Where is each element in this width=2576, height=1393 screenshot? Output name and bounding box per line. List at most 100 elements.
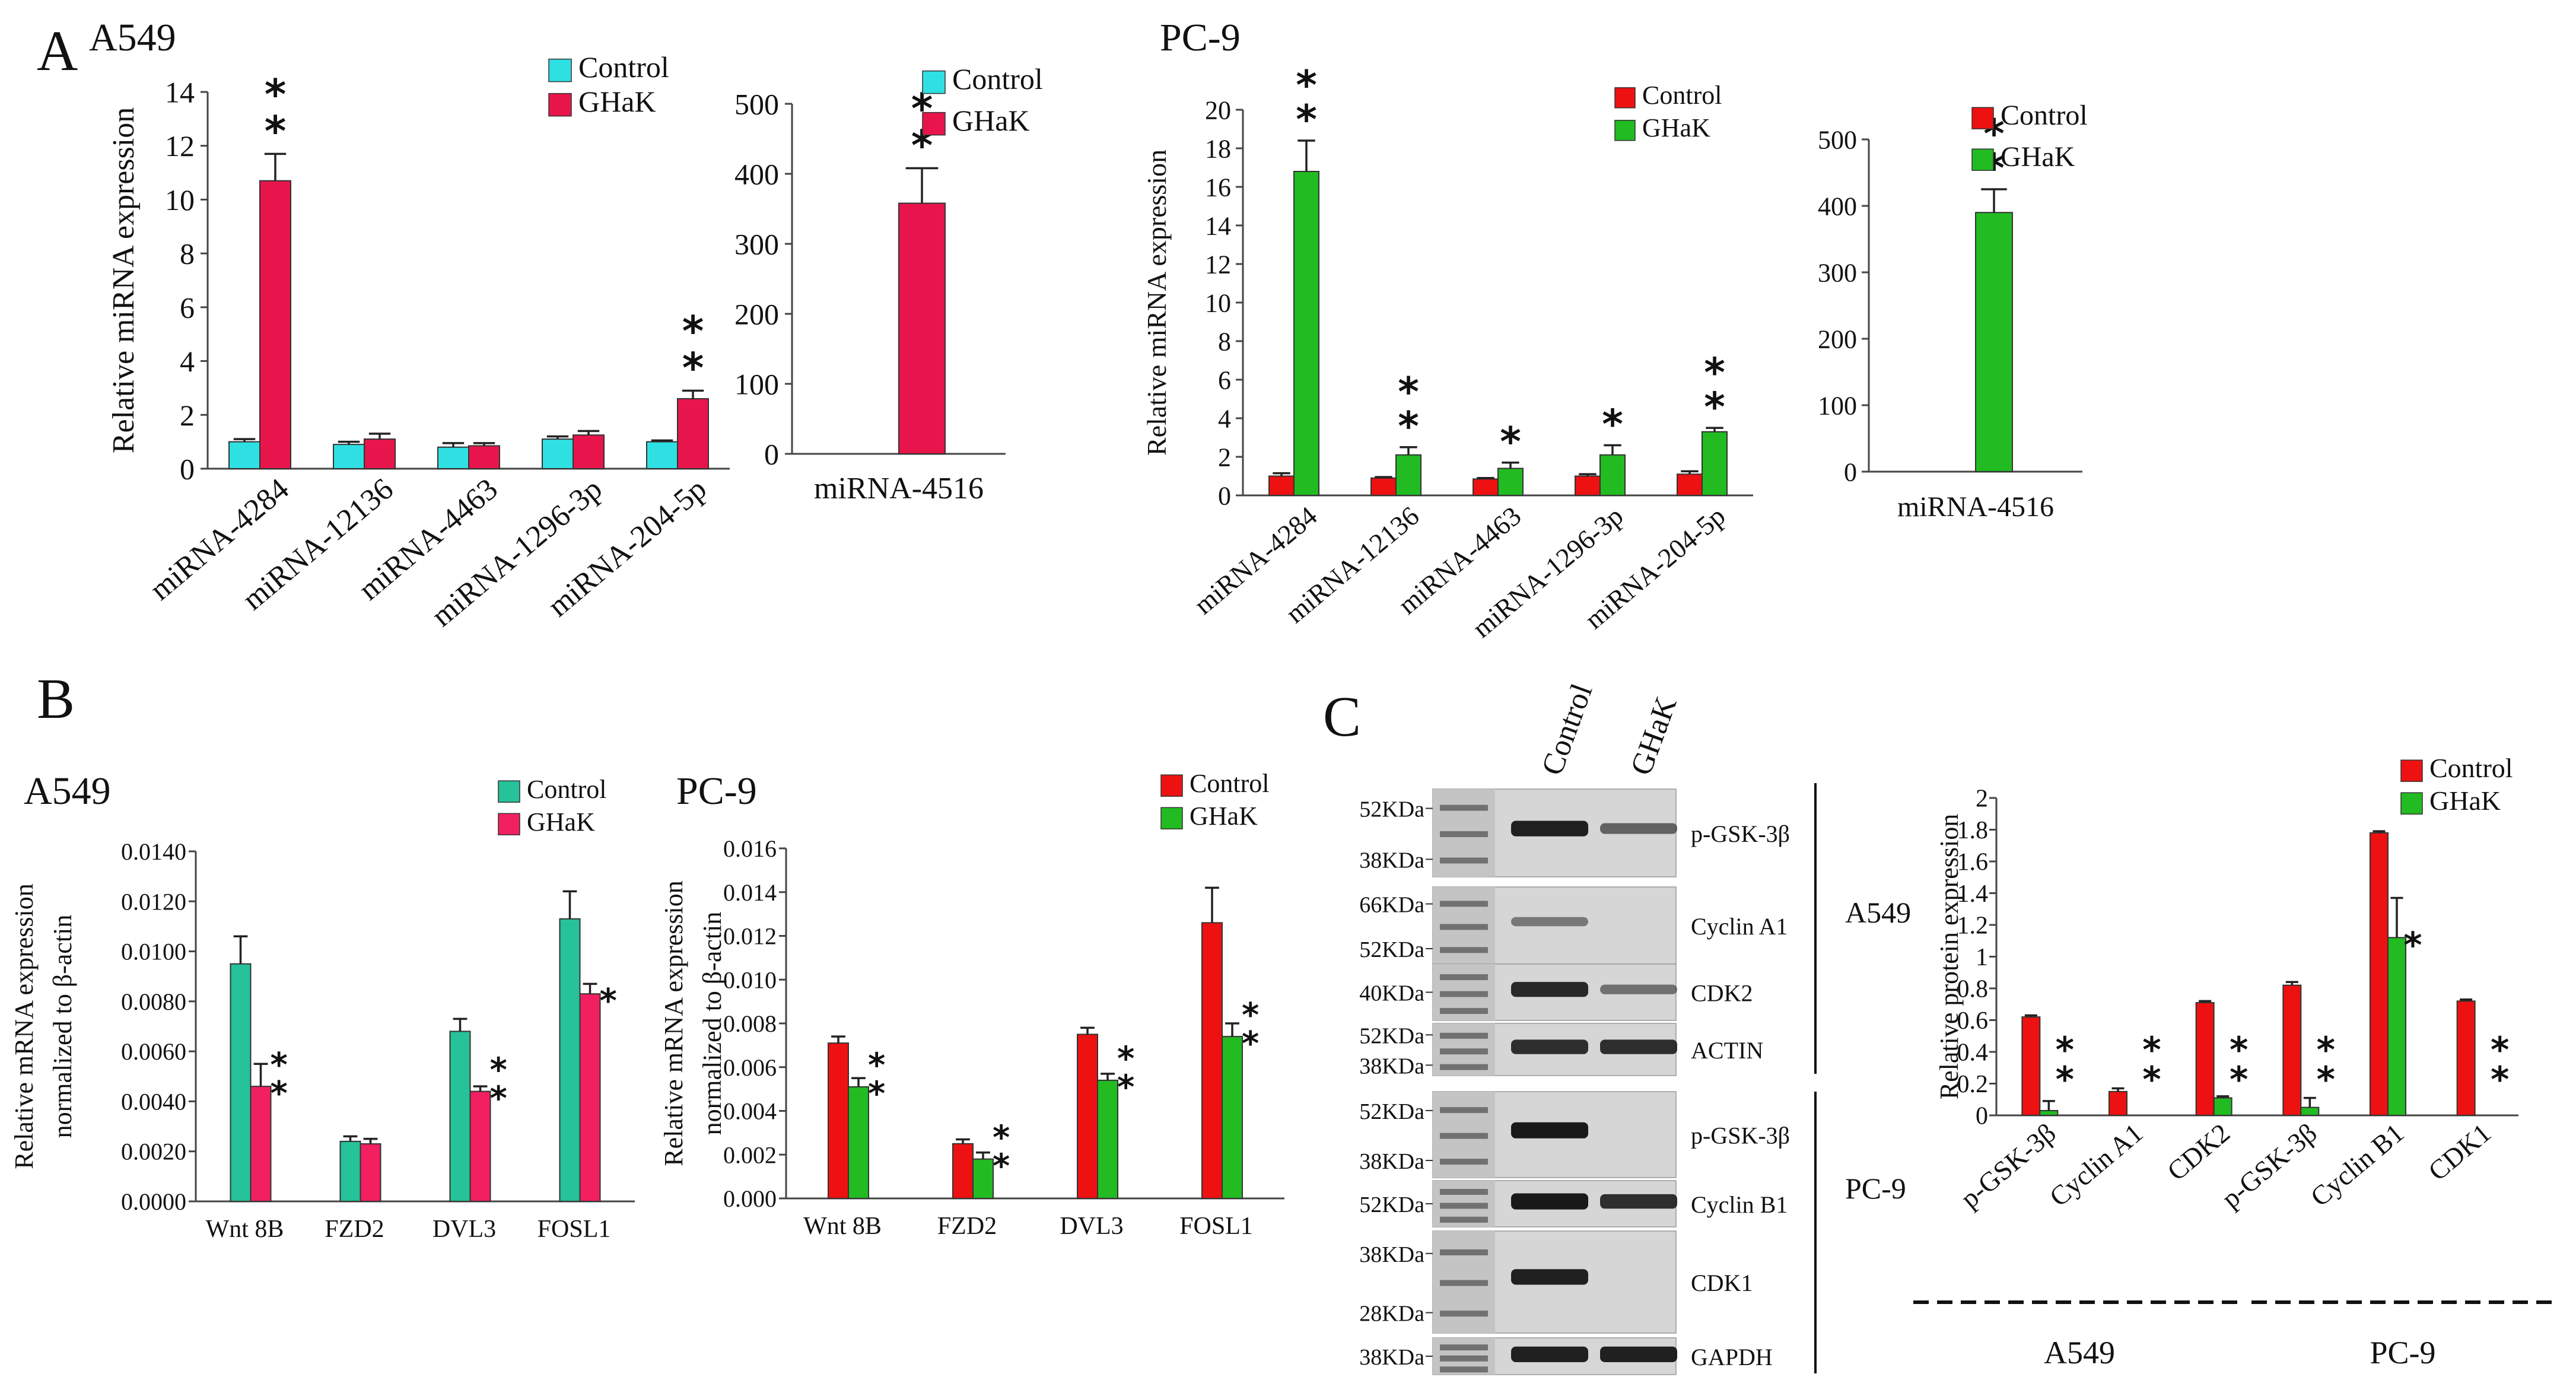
bar-ghak (2039, 1109, 2059, 1116)
y-tick-label: 0.012 (723, 923, 777, 950)
chart-b-pc9-mrna: 0.000 0.002 0.004 0.006 0.008 0.010 0.012 0.014… (659, 769, 1284, 1240)
legend-swatch-control (1614, 87, 1636, 109)
legend-swatch-control (2400, 759, 2423, 782)
protein-band (1600, 984, 1677, 994)
bar-ghak (364, 438, 396, 469)
bar-ghak (898, 202, 946, 454)
legend-swatch-ghak (1160, 807, 1183, 829)
x-category-label: FOSL1 (538, 1216, 611, 1243)
bar-control (828, 1042, 849, 1199)
significance-star: * (1398, 403, 1419, 450)
bar-ghak (848, 1086, 869, 1199)
y-tick-label: 0.0120 (121, 888, 186, 915)
x-category-label: Cyclin B1 (2305, 1118, 2410, 1213)
y-tick-label: 0.2 (1957, 1071, 1989, 1098)
ladder-band (1440, 974, 1488, 981)
y-tick-label: 0.6 (1957, 1007, 1989, 1035)
ladder-band (1440, 1344, 1488, 1351)
x-category-label: CDK1 (2422, 1118, 2497, 1187)
marker-label: 38KDa (1359, 1242, 1424, 1267)
title-b-pc9: PC-9 (676, 769, 757, 813)
x-category-label: p-GSK-3β (2216, 1118, 2323, 1214)
significance-star: * (2230, 1029, 2248, 1071)
legend-swatch-control (548, 58, 572, 82)
y-tick-label: 500 (1818, 125, 1857, 154)
bar-control (230, 963, 252, 1202)
y-tick-label: 0.006 (723, 1054, 777, 1081)
protein-band (1511, 820, 1588, 837)
bar-ghak (1097, 1079, 1118, 1199)
ladder-band (1440, 1203, 1488, 1209)
significance-star: * (868, 1075, 885, 1114)
legend-label-ghak: GHaK (1642, 113, 1710, 142)
significance-star: * (1602, 402, 1623, 449)
legend-label-control: Control (2001, 100, 2088, 131)
protein-label: Cyclin B1 (1691, 1191, 1788, 1218)
legend-label-ghak: GHaK (527, 807, 595, 837)
significance-star: * (2230, 1059, 2248, 1101)
y-tick-label: 1.8 (1957, 817, 1989, 844)
protein-band (1511, 1269, 1588, 1285)
y-tick-label: 0 (1976, 1103, 1988, 1130)
ladder-band (1440, 1249, 1488, 1255)
bar-control (2282, 984, 2302, 1117)
western-blot: Control GHaK 52KDa 38KDa p-GSK-3β 66KDa 52KDa C… (1359, 679, 1911, 1375)
y-tick-label: 10 (165, 183, 195, 217)
y-axis-label: Relative mRNA expression (659, 880, 688, 1166)
significance-star: * (682, 307, 704, 355)
significance-star: * (2317, 1059, 2335, 1101)
y-tick-label: 0.4 (1957, 1039, 1989, 1067)
y-tick-label: 0.0060 (121, 1038, 186, 1065)
chart-b-a549-mrna: 0.0000 0.0020 0.0040 0.0060 0.0080 0.0100 0.01… (9, 775, 635, 1243)
significance-star: * (1398, 369, 1419, 416)
y-tick-label: 6 (180, 291, 195, 324)
y-tick-label: 200 (1818, 325, 1857, 354)
y-tick-label: 0 (180, 453, 195, 486)
marker-label: 38KDa (1359, 1149, 1424, 1174)
legend-label-ghak: GHaK (952, 104, 1030, 137)
bar-control (542, 438, 574, 469)
bar-control (646, 441, 678, 470)
y-tick-label: 0.002 (723, 1141, 777, 1168)
y-tick-label: 0.0080 (121, 988, 186, 1015)
protein-band (1511, 917, 1588, 927)
x-category-label: CDK2 (2161, 1118, 2235, 1187)
bar-control (449, 1031, 471, 1203)
legend-swatch-ghak (1971, 148, 1994, 171)
significance-star: * (489, 1051, 507, 1089)
ladder-band (1440, 1366, 1488, 1373)
y-axis-label: Relative miRNA expression (1141, 150, 1172, 456)
legend-swatch-ghak (2400, 792, 2423, 815)
legend-label-ghak: GHaK (2429, 785, 2501, 816)
x-category-label: FZD2 (325, 1216, 384, 1243)
significance-star: * (2142, 1059, 2161, 1101)
legend-swatch-control (1971, 107, 1994, 129)
bar-ghak (1702, 431, 1728, 496)
ladder-band (1440, 924, 1488, 930)
panel-letter-b: B (37, 667, 75, 730)
y-tick-label: 12 (165, 129, 195, 163)
y-tick-label: 1.2 (1957, 912, 1989, 940)
title-a-a549: A549 (89, 16, 176, 59)
protein-band (1511, 1039, 1588, 1054)
y-tick-label: 0 (764, 438, 779, 471)
y-tick-label: 0.0100 (121, 939, 186, 965)
ladder-band (1440, 1159, 1488, 1165)
y-tick-label: 4 (180, 345, 195, 378)
y-tick-label: 4 (1218, 404, 1231, 433)
x-category-label: DVL3 (432, 1216, 496, 1243)
y-tick-label: 0.016 (723, 835, 777, 862)
lane-label-ghak: GHaK (1624, 692, 1684, 780)
chart-c-protein: 0 0.2 0.4 0.6 0.8 1 1.2 1.4 1.6 1.8 2 Relative prot… (1913, 753, 2554, 1370)
bar-control (952, 1143, 974, 1199)
title-b-a549: A549 (24, 769, 111, 813)
y-axis-label-secondary: normalized to β-actin (48, 915, 77, 1138)
x-category-label: miRNA-4516 (1897, 491, 2054, 523)
protein-label: Cyclin A1 (1691, 913, 1788, 940)
legend-swatch-control (498, 780, 520, 803)
significance-star: * (1704, 384, 1725, 431)
marker-label: 52KDa (1359, 937, 1424, 962)
